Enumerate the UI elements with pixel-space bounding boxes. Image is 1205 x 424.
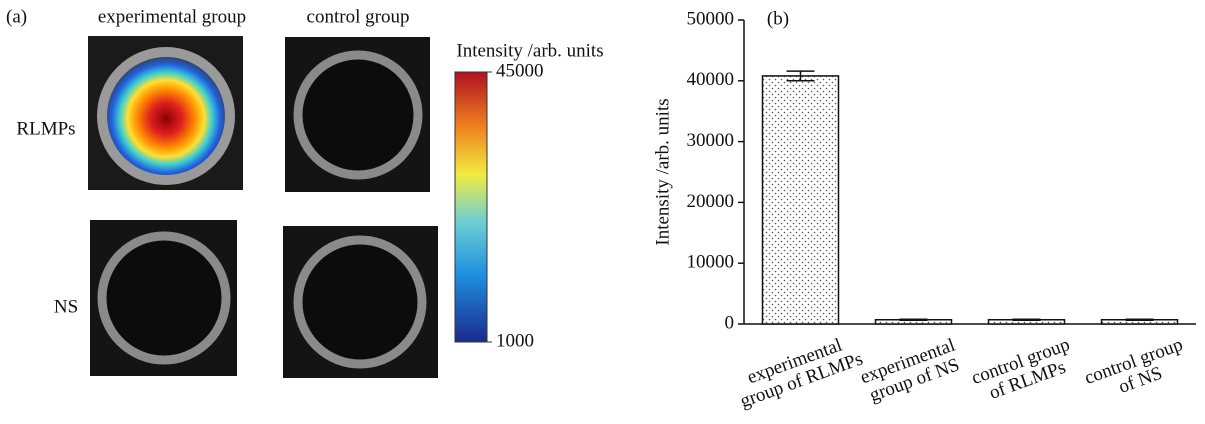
y-axis-label: Intensity /arb. units	[652, 98, 673, 245]
y-tick-label: 10000	[687, 252, 735, 273]
y-tick-label: 50000	[687, 8, 735, 29]
error-bar	[786, 70, 815, 82]
well-image	[90, 220, 237, 376]
well-image	[88, 36, 243, 190]
well-image	[283, 226, 438, 378]
column-label: experimental group	[98, 6, 246, 27]
panel-b: (b) Intensity /arb. units 0 10000 20000 300…	[652, 8, 1196, 412]
y-tick-label: 40000	[687, 69, 735, 90]
bar	[761, 75, 840, 325]
y-tick-label: 30000	[687, 130, 735, 151]
y-tick-label: 0	[725, 312, 735, 333]
error-bar	[899, 318, 928, 321]
column-label: control group	[307, 6, 410, 27]
colorbar-title: Intensity /arb. units	[456, 40, 603, 61]
panel-label: (a)	[6, 6, 27, 27]
colorbar-tick-label: 45000	[496, 60, 544, 81]
well-image	[285, 37, 430, 192]
panel-a: (a) experimental group control group RLM…	[6, 6, 604, 378]
y-tick-label: 20000	[687, 191, 735, 212]
error-bar	[1012, 318, 1041, 321]
row-label: NS	[54, 296, 78, 317]
row-label: RLMPs	[16, 118, 75, 139]
colorbar-tick-label: 1000	[496, 330, 534, 351]
panel-label: (b)	[767, 8, 789, 29]
colorbar	[454, 71, 488, 343]
error-bar	[1125, 318, 1154, 321]
